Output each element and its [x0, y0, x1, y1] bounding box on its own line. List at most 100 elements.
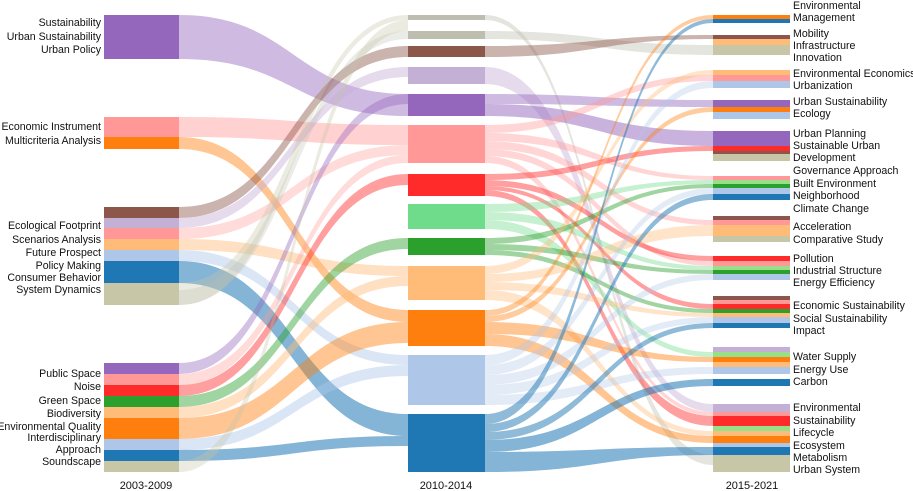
flow-middle-right	[485, 447, 713, 472]
right-node	[713, 416, 790, 426]
flow-middle-right	[485, 250, 713, 313]
flow-middle-right	[485, 67, 713, 412]
left-node-label: Economic Instrument	[1, 121, 101, 133]
flow-middle-right	[485, 94, 713, 107]
flow-middle-right	[485, 70, 713, 274]
flow-middle-right	[485, 149, 713, 266]
right-node-label: Industrial Structure	[793, 265, 882, 277]
left-node	[104, 250, 179, 261]
left-node	[104, 218, 179, 228]
right-node-label: Comparative Study	[793, 234, 884, 246]
flow-left-middle	[179, 94, 408, 374]
left-node-label: Ecological Footprint	[8, 220, 101, 232]
left-node-label: Multicriteria Analysis	[5, 135, 101, 147]
right-node-label: Sustainability	[793, 415, 856, 427]
flow-middle-right	[485, 104, 713, 146]
left-node-label: Future Prospect	[26, 247, 101, 259]
flow-middle-right	[485, 107, 713, 322]
flow-middle-right	[485, 75, 713, 133]
right-node-label: Lifecycle	[793, 427, 834, 439]
period-label-left: 2003-2009	[120, 480, 173, 491]
left-node-label: Policy Making	[36, 260, 101, 272]
flow-middle-right	[485, 188, 713, 375]
flow-left-middle	[179, 15, 408, 305]
right-node	[713, 107, 790, 112]
middle-node	[408, 125, 485, 163]
right-node-label: Pollution	[793, 253, 834, 265]
right-node	[713, 270, 790, 274]
right-node	[713, 188, 790, 194]
middle-node	[408, 414, 485, 472]
left-node	[104, 396, 179, 407]
middle-node	[408, 46, 485, 57]
flow-middle-right	[485, 141, 713, 225]
right-node-label: Environmental	[793, 0, 861, 12]
left-node	[104, 418, 179, 439]
right-node	[713, 300, 790, 304]
right-node	[713, 317, 790, 323]
flow-left-middle	[179, 238, 408, 407]
right-node-label: Impact	[793, 325, 825, 337]
right-node	[713, 266, 790, 270]
left-node	[104, 228, 179, 239]
right-node-label: Infrastructure	[793, 40, 856, 52]
right-node	[713, 230, 790, 236]
middle-node	[408, 31, 485, 39]
right-node	[713, 256, 790, 261]
right-node-label: Management	[793, 12, 855, 24]
flow-left-middle	[179, 46, 408, 218]
flow-middle-right	[485, 282, 713, 317]
flow-middle-right	[485, 244, 713, 274]
right-node-label: Development	[793, 152, 855, 164]
nodes	[104, 15, 790, 472]
flow-left-middle	[179, 15, 408, 116]
right-node-label: Energy Use	[793, 364, 848, 376]
right-node	[713, 19, 790, 23]
flow-middle-right	[485, 35, 713, 57]
period-label-middle: 2010-2014	[420, 480, 473, 491]
right-node-label: Social Sustainability	[793, 313, 888, 325]
right-node-label: Sustainable Urban	[793, 140, 880, 152]
right-node	[713, 447, 790, 455]
right-node	[713, 296, 790, 300]
flow-middle-right	[485, 156, 713, 416]
flow-middle-right	[485, 367, 713, 405]
right-node-label: Urbanization	[793, 80, 853, 92]
right-node	[713, 404, 790, 412]
right-node	[713, 367, 790, 374]
right-node	[713, 70, 790, 75]
right-node	[713, 436, 790, 443]
right-node	[713, 176, 790, 180]
flow-middle-right	[485, 274, 713, 385]
flow-middle-right	[485, 379, 713, 452]
right-node	[713, 357, 790, 362]
middle-node	[408, 266, 485, 300]
right-node-label: Urban Sustainability	[793, 96, 888, 108]
left-node	[104, 117, 179, 137]
right-node	[713, 274, 790, 280]
right-node	[713, 455, 790, 472]
flow-middle-right	[485, 334, 713, 443]
left-node-label: Scenarios Analysis	[12, 234, 101, 246]
flow-left-middle	[179, 155, 408, 385]
left-node	[104, 15, 179, 59]
left-node	[104, 283, 179, 305]
right-node-label: Mobility	[793, 28, 830, 40]
right-node	[713, 309, 790, 313]
right-node	[713, 100, 790, 107]
right-node-label: Economic Sustainability	[793, 300, 906, 312]
middle-node	[408, 204, 485, 229]
right-node	[713, 220, 790, 225]
flow-left-middle	[179, 174, 408, 396]
right-node-label: Water Supply	[793, 351, 857, 363]
right-node	[713, 304, 790, 309]
left-node-label: System Dynamics	[16, 284, 101, 296]
right-node-label: Climate Change	[793, 203, 869, 215]
left-node-label: Public Space	[39, 368, 101, 380]
left-node-label: Sustainability	[39, 17, 102, 29]
flow-middle-right	[485, 15, 713, 465]
left-node-label: Urban Sustainability	[7, 31, 102, 43]
right-node-label: Energy Efficiency	[793, 277, 875, 289]
flow-left-middle	[179, 322, 408, 439]
